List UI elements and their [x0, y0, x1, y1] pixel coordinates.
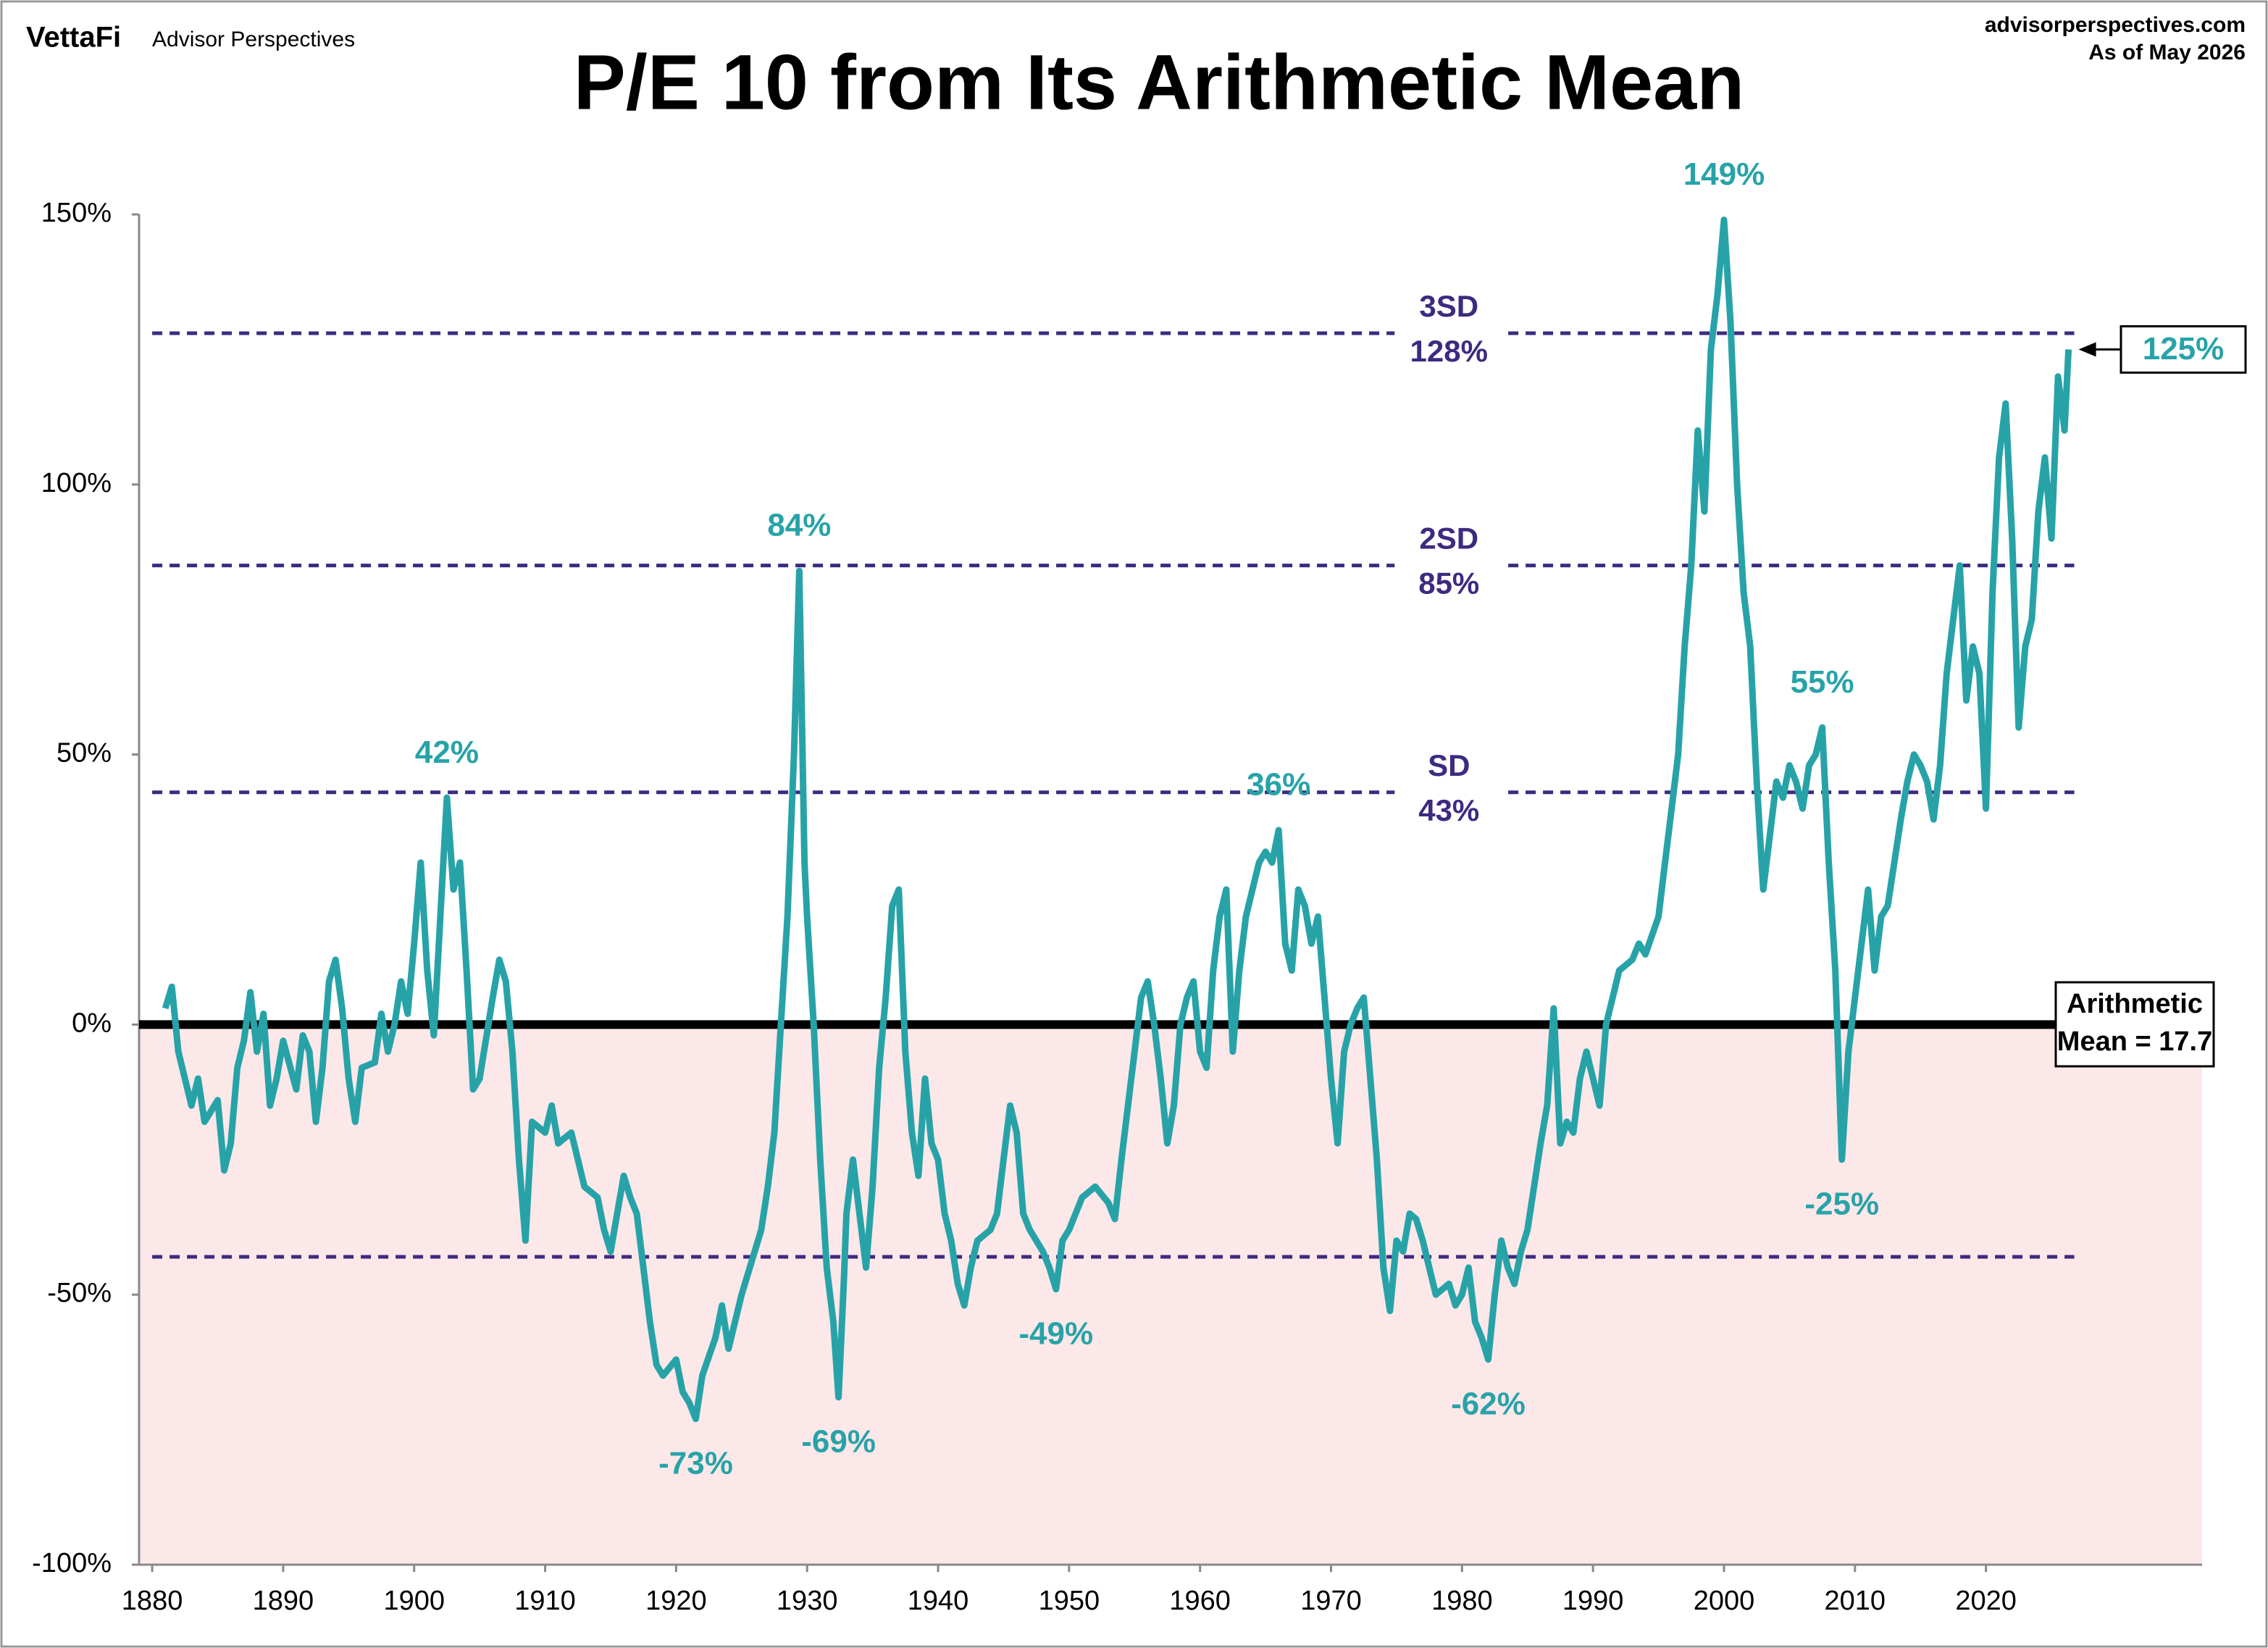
brand-sub: Advisor Perspectives [152, 28, 355, 51]
peak-label: -73% [658, 1445, 733, 1481]
latest-arrowhead [2078, 342, 2096, 357]
x-tick-label: 1940 [908, 1586, 969, 1616]
peak-label: -49% [1018, 1316, 1093, 1351]
sd-label: 128% [1410, 334, 1488, 368]
x-tick-label: 1950 [1039, 1586, 1100, 1616]
sd-label: 85% [1418, 566, 1479, 601]
y-tick-label: 150% [41, 198, 112, 228]
x-tick-label: 1930 [777, 1586, 838, 1616]
peak-label: 55% [1791, 664, 1854, 700]
latest-label: 125% [2143, 331, 2225, 367]
peak-label: -69% [801, 1423, 876, 1459]
x-tick-label: 1910 [514, 1586, 576, 1616]
x-tick-label: 2010 [1825, 1586, 1886, 1616]
peak-label: -62% [1451, 1386, 1526, 1421]
x-tick-label: 1960 [1169, 1586, 1231, 1616]
mean-label: Arithmetic [2067, 989, 2203, 1019]
peak-label: 36% [1247, 767, 1310, 803]
peak-label: 42% [415, 735, 479, 770]
x-tick-label: 1900 [383, 1586, 445, 1616]
x-tick-label: 2020 [1955, 1586, 2017, 1616]
sd-name: SD [1428, 748, 1470, 782]
sd-label-bg [1394, 741, 1504, 843]
sd-label-bg [1394, 514, 1504, 616]
x-tick-label: 1990 [1562, 1586, 1624, 1616]
peak-label: -25% [1804, 1186, 1879, 1221]
latest-box [2120, 325, 2247, 374]
x-tick-label: 1970 [1300, 1586, 1362, 1616]
as-of: As of May 2026 [2088, 41, 2246, 64]
sd-name: 2SD [1419, 522, 1478, 556]
site: advisorperspectives.com [1985, 13, 2246, 37]
y-tick-label: 100% [41, 468, 112, 498]
y-tick-label: 50% [57, 738, 112, 769]
series-line [162, 217, 2072, 1423]
x-tick-label: 2000 [1694, 1586, 1755, 1616]
sd-name: 3SD [1419, 289, 1478, 323]
y-tick-label: 0% [72, 1008, 112, 1038]
x-tick-label: 1890 [253, 1586, 314, 1616]
sd-label: 43% [1418, 793, 1479, 827]
mean-label: Mean = 17.7 [2057, 1026, 2212, 1057]
mean-box [2054, 981, 2215, 1068]
peak-label: 84% [767, 508, 831, 543]
peak-label: 149% [1683, 156, 1765, 192]
chart-title: P/E 10 from Its Arithmetic Mean [574, 38, 1744, 126]
sd-label-bg [1394, 283, 1504, 385]
brand: VettaFi [26, 22, 121, 54]
y-tick-label: -100% [32, 1548, 112, 1578]
x-tick-label: 1880 [122, 1586, 183, 1616]
x-tick-label: 1920 [645, 1586, 707, 1616]
y-tick-label: -50% [47, 1278, 112, 1308]
x-tick-label: 1980 [1431, 1586, 1493, 1616]
